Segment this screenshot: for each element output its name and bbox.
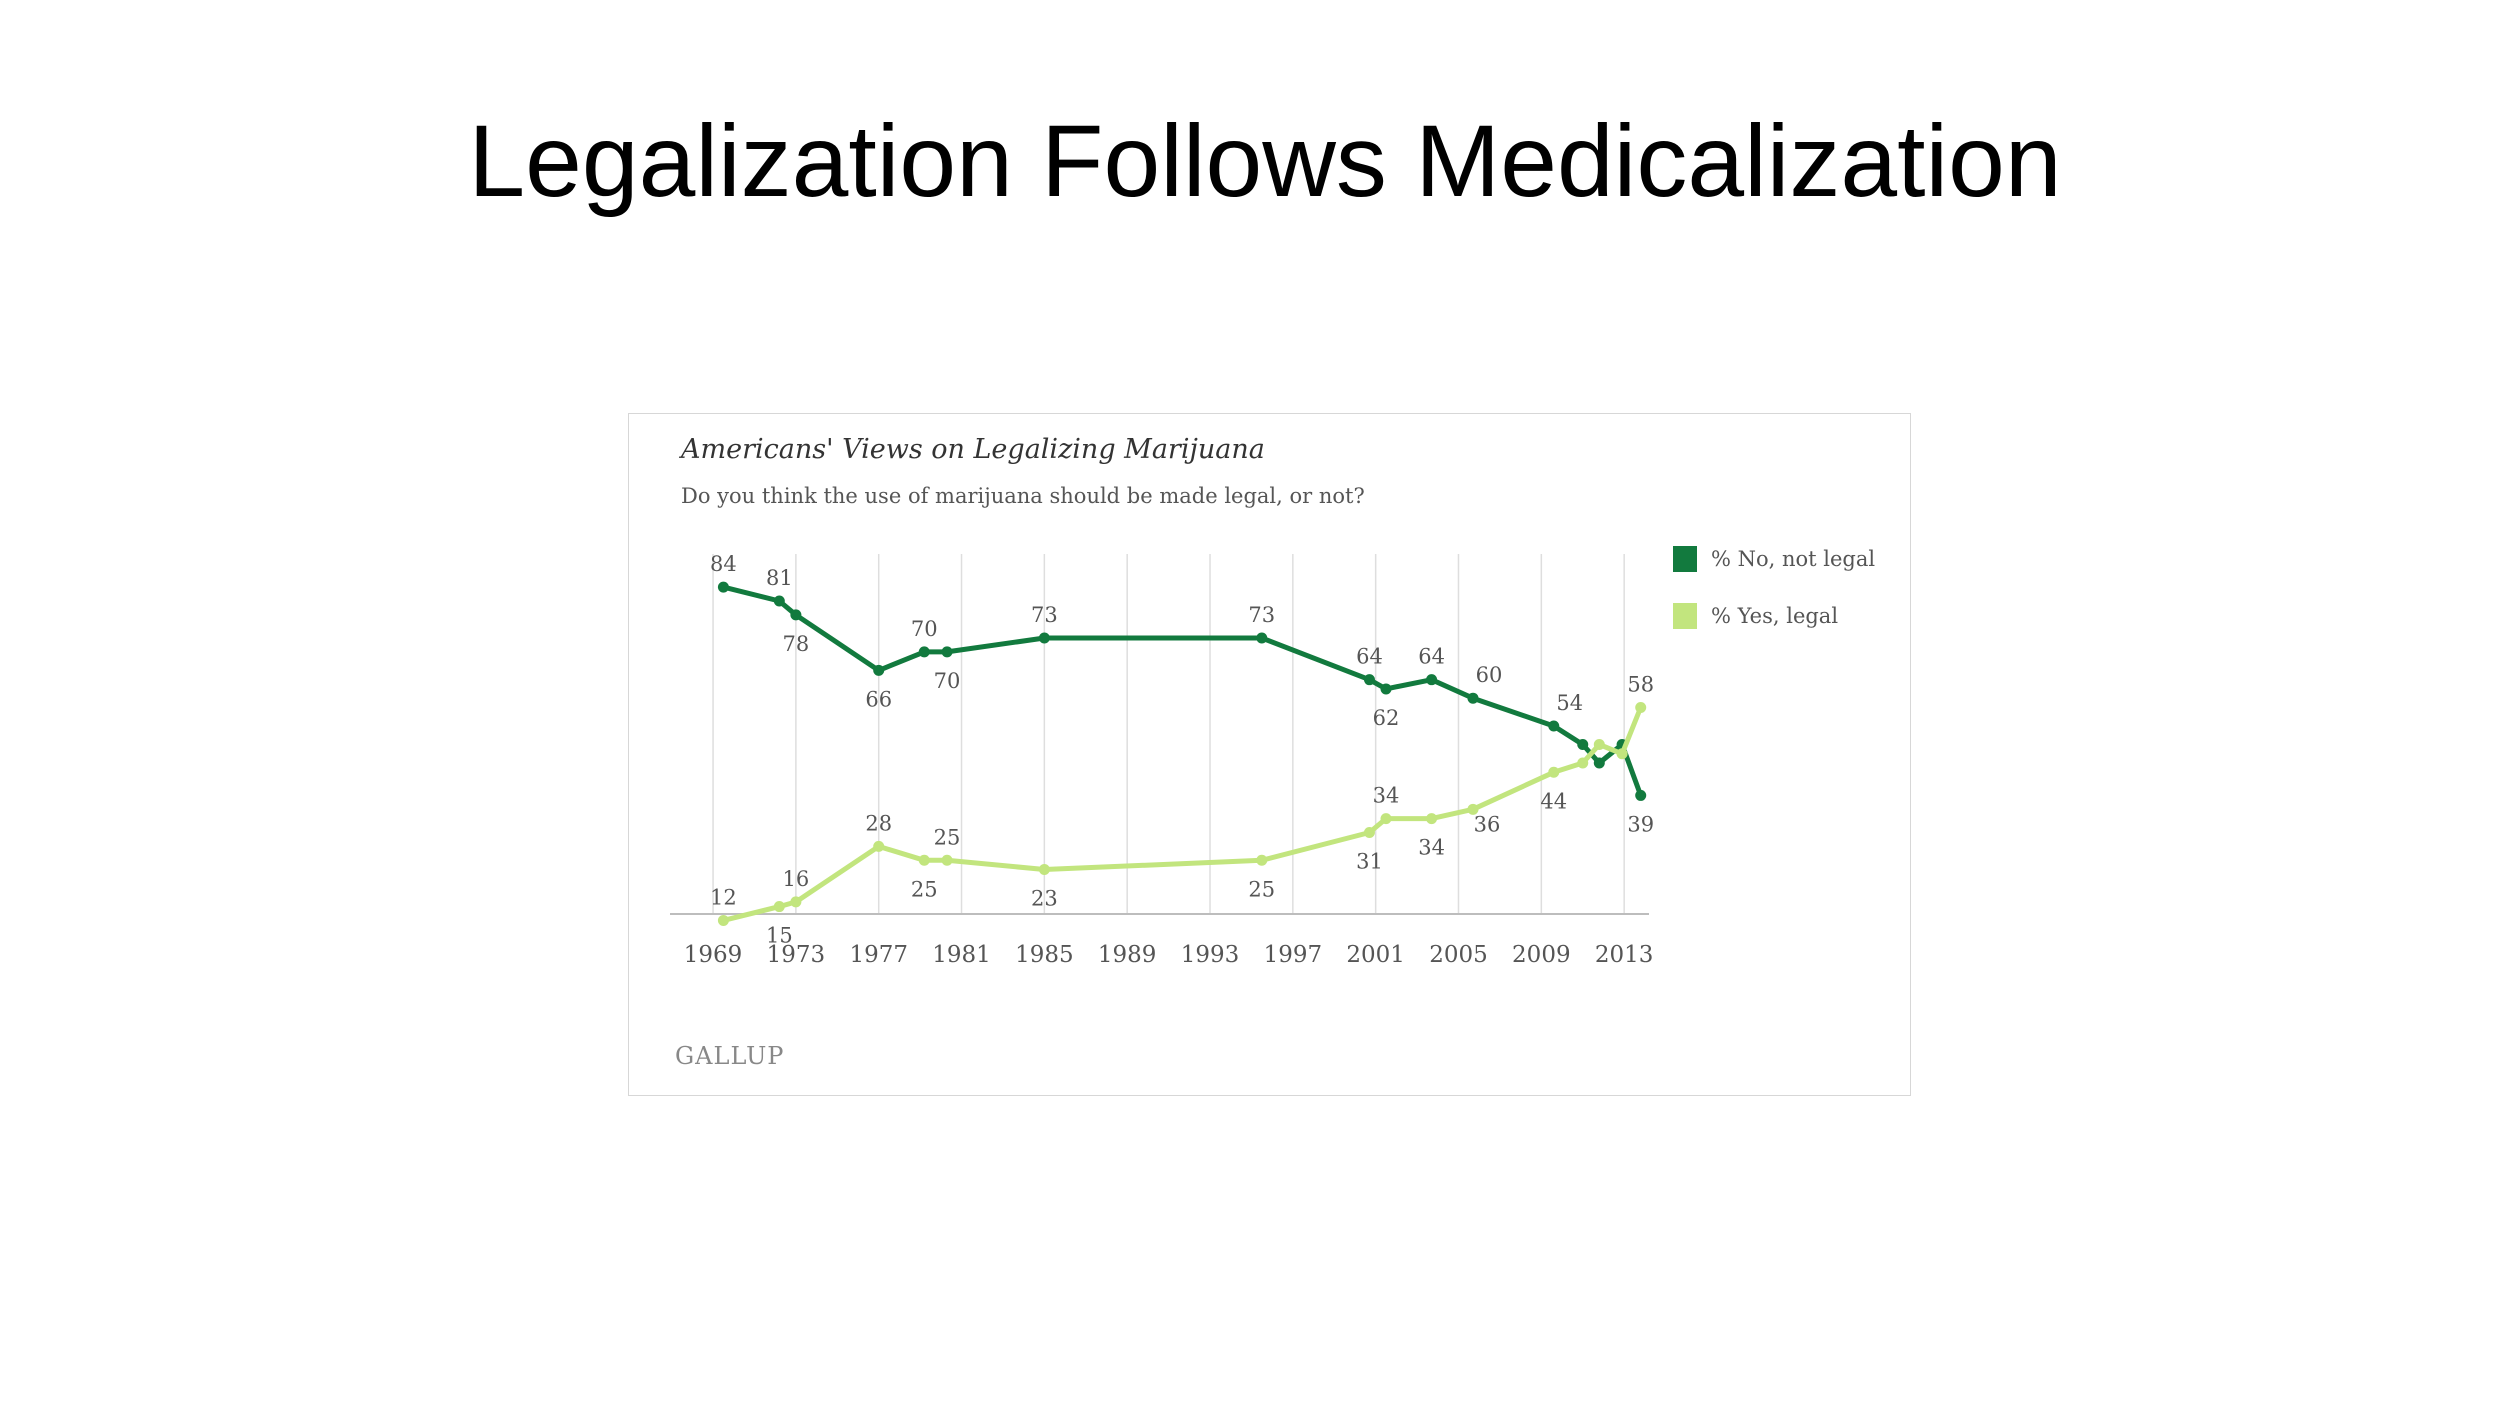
data-point: [873, 664, 885, 676]
series-line-yes: [720, 705, 1644, 923]
data-point: [1577, 739, 1589, 750]
data-label: 25: [1248, 877, 1275, 901]
legend-swatch-no: [1673, 546, 1697, 572]
x-tick-label: 2001: [1346, 942, 1405, 968]
data-point: [1038, 864, 1050, 876]
data-point: [1593, 757, 1605, 769]
data-label: 44: [1540, 789, 1567, 813]
x-tick-label: 1993: [1181, 942, 1240, 968]
data-point: [1426, 813, 1438, 825]
chart-legend: % No, not legal % Yes, legal: [1673, 544, 1875, 658]
x-tick-label: 2009: [1512, 942, 1571, 968]
data-point: [1363, 674, 1375, 686]
legend-swatch-yes: [1673, 603, 1697, 629]
x-tick-label: 1989: [1098, 942, 1157, 968]
data-label: 84: [710, 552, 737, 576]
data-point: [717, 581, 729, 593]
data-point: [1548, 720, 1560, 732]
chart-frame: Americans' Views on Legalizing Marijuana…: [628, 413, 1911, 1096]
data-label: 70: [934, 669, 961, 693]
data-point: [1577, 757, 1589, 769]
gallup-logo: GALLUP: [675, 1042, 785, 1070]
data-label: 64: [1356, 645, 1383, 669]
data-point: [1426, 674, 1438, 686]
data-label: 25: [934, 825, 961, 849]
data-label: 34: [1418, 836, 1445, 860]
data-label: 66: [865, 687, 892, 711]
data-point: [941, 854, 953, 866]
data-point: [1593, 739, 1605, 750]
x-tick-label: 2005: [1429, 942, 1488, 968]
legend-label-no: % No, not legal: [1711, 547, 1876, 571]
data-point: [1256, 854, 1268, 866]
x-tick-label: 2013: [1595, 942, 1654, 968]
legend-item-yes: % Yes, legal: [1673, 601, 1875, 631]
data-label: 54: [1556, 691, 1583, 715]
x-tick-label: 1997: [1264, 942, 1323, 968]
data-label: 73: [1031, 603, 1058, 627]
data-point: [873, 840, 885, 852]
data-label: 81: [766, 566, 793, 590]
data-point: [1548, 766, 1560, 778]
x-tick-label: 1981: [932, 942, 991, 968]
data-label: 25: [911, 877, 938, 901]
data-label: 36: [1474, 812, 1501, 836]
data-point: [790, 896, 802, 908]
data-point: [1635, 701, 1647, 713]
data-label: 15: [766, 924, 793, 948]
data-point: [790, 609, 802, 621]
data-label: 60: [1476, 663, 1503, 687]
data-label: 34: [1373, 784, 1400, 808]
data-point: [1256, 632, 1268, 644]
chart-subtitle: Do you think the use of marijuana should…: [681, 484, 1365, 508]
data-point: [1635, 789, 1647, 801]
data-label: 58: [1627, 672, 1654, 696]
data-point: [918, 854, 930, 866]
data-label: 12: [710, 885, 737, 909]
legend-item-no: % No, not legal: [1673, 544, 1875, 574]
legend-label-yes: % Yes, legal: [1711, 604, 1839, 628]
data-point: [1616, 748, 1628, 760]
slide-title: Legalization Follows Medicalization: [468, 104, 2062, 218]
data-point: [717, 914, 729, 926]
data-label: 31: [1356, 849, 1383, 873]
data-point: [1380, 813, 1392, 825]
x-tick-label: 1969: [684, 942, 743, 968]
x-tick-label: 1985: [1015, 942, 1074, 968]
data-point: [918, 646, 930, 658]
data-point: [773, 901, 785, 913]
data-point: [1467, 692, 1479, 704]
data-label: 64: [1418, 645, 1445, 669]
line-chart: 1969 1973 1977 1981 1985 1989 1993 1997 2001 2005…: [670, 552, 1654, 968]
data-point: [941, 646, 953, 658]
x-tick-label: 1973: [767, 942, 826, 968]
series-line-no: [720, 584, 1644, 798]
data-label: 73: [1248, 603, 1275, 627]
data-label: 78: [783, 632, 810, 656]
data-point: [1363, 826, 1375, 838]
data-point: [773, 595, 785, 607]
data-label: 28: [865, 811, 892, 835]
data-point: [1467, 803, 1479, 815]
data-label: 62: [1373, 706, 1400, 730]
data-point: [1380, 683, 1392, 695]
data-point: [1038, 632, 1050, 644]
data-label: 39: [1627, 812, 1654, 836]
data-label: 70: [911, 617, 938, 641]
x-tick-label: 1977: [849, 942, 908, 968]
data-label: 23: [1031, 887, 1058, 911]
chart-title: Americans' Views on Legalizing Marijuana: [681, 434, 1265, 465]
data-label: 16: [783, 867, 810, 891]
